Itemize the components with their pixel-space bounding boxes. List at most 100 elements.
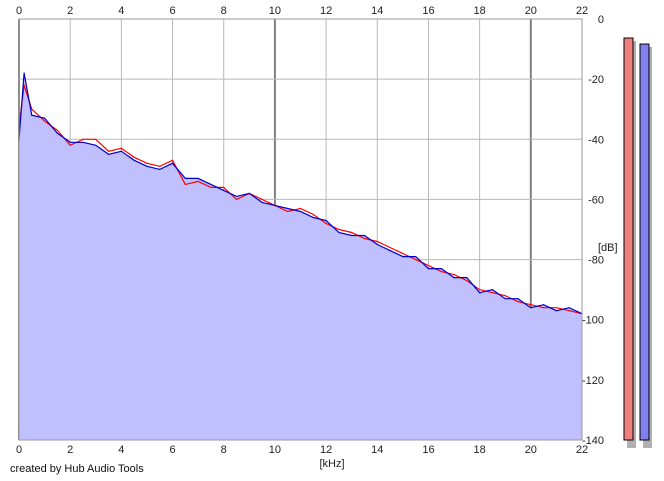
data-point: [325, 219, 327, 222]
data-point: [133, 159, 135, 161]
data-point: [56, 132, 58, 134]
x-tick-label-bottom: 8: [221, 444, 227, 456]
data-point: [31, 114, 33, 116]
data-point: [415, 258, 417, 261]
data-point: [69, 144, 71, 146]
level-meter-0: [623, 37, 634, 441]
spectrum-area-fill: [19, 73, 582, 440]
data-point: [427, 264, 430, 267]
data-point: [261, 201, 263, 204]
data-point: [415, 255, 417, 258]
level-meters: [623, 37, 652, 449]
data-point: [223, 189, 225, 192]
data-point: [543, 307, 545, 309]
data-point: [479, 289, 481, 291]
x-tick-label-top: 2: [67, 5, 73, 17]
data-point: [159, 168, 161, 170]
data-point: [389, 249, 391, 252]
data-point: [530, 307, 532, 309]
data-point: [491, 292, 494, 294]
x-tick-label-top: 22: [576, 5, 588, 17]
data-point: [530, 304, 532, 306]
y-tick-label: -60: [588, 194, 604, 206]
data-point: [184, 183, 186, 185]
x-ticks-bottom: 0 2 4 6 8 10 12 14 16 18 20 22: [16, 444, 588, 456]
x-tick-label-bottom: 10: [269, 444, 281, 456]
y-axis-label: [dB]: [598, 242, 618, 254]
data-point: [210, 186, 212, 188]
x-tick-label-top: 16: [422, 5, 434, 17]
data-point: [568, 307, 570, 309]
data-point: [69, 141, 71, 143]
x-tick-label-bottom: 18: [474, 444, 486, 456]
data-point: [543, 304, 545, 306]
data-point: [287, 210, 289, 213]
data-point: [517, 301, 519, 303]
data-point: [82, 141, 84, 143]
x-tick-label-bottom: 2: [67, 444, 73, 456]
data-point: [568, 310, 570, 312]
x-tick-label-top: 4: [118, 5, 124, 17]
data-point: [146, 165, 148, 167]
data-point: [299, 207, 302, 210]
x-tick-label-top: 14: [371, 5, 383, 17]
data-point: [427, 267, 430, 270]
data-point: [299, 210, 302, 213]
series-lines: [18, 72, 583, 315]
y-tick-label: -40: [588, 134, 604, 146]
x-tick-label-top: 8: [221, 5, 227, 17]
data-point: [466, 280, 468, 282]
data-point: [491, 289, 494, 291]
data-point: [107, 153, 110, 155]
credit-text: created by Hub Audio Tools: [10, 463, 144, 475]
data-point: [312, 213, 314, 216]
y-ticks: 0 -20 -40 -60 -80 -100 -120 -140: [582, 14, 604, 447]
data-point: [56, 129, 58, 131]
data-point: [351, 231, 353, 234]
data-point: [107, 150, 110, 152]
y-tick-label: -80: [588, 255, 604, 267]
data-point: [31, 108, 33, 110]
data-point: [466, 277, 468, 279]
data-point: [555, 307, 558, 309]
data-point: [210, 183, 212, 185]
x-tick-label-bottom: 22: [576, 444, 588, 456]
level-meter-1: [639, 43, 650, 441]
x-tick-label-top: 18: [474, 5, 486, 17]
data-point: [95, 138, 97, 140]
data-point: [440, 267, 442, 270]
x-tick-label-top: 0: [16, 5, 22, 17]
data-point: [261, 198, 263, 201]
data-point: [146, 162, 148, 164]
data-point: [133, 156, 135, 158]
data-point: [23, 72, 25, 74]
data-point: [235, 198, 238, 201]
data-point: [312, 216, 314, 219]
x-tick-label-bottom: 20: [525, 444, 537, 456]
x-tick-label-bottom: 14: [371, 444, 383, 456]
data-point: [95, 144, 97, 146]
data-point: [43, 117, 46, 119]
data-point: [338, 231, 340, 234]
data-point: [159, 165, 161, 167]
data-point: [82, 138, 84, 140]
data-point: [184, 177, 186, 179]
data-point: [453, 274, 455, 276]
x-tick-label-top: 20: [525, 5, 537, 17]
x-ticks-top: 0 2 4 6 8 10 12 14 16 18 20 22: [16, 5, 588, 17]
data-point: [287, 207, 289, 210]
data-point: [43, 120, 46, 122]
y-tick-label: -140: [582, 435, 604, 447]
data-point: [402, 252, 404, 255]
data-point: [120, 150, 122, 152]
data-point: [389, 246, 391, 249]
x-tick-label-bottom: 12: [320, 444, 332, 456]
data-point: [504, 298, 506, 300]
x-tick-label-bottom: 0: [16, 444, 22, 456]
data-point: [363, 237, 366, 240]
data-point: [504, 295, 506, 297]
data-point: [376, 240, 378, 243]
x-tick-label-top: 6: [169, 5, 175, 17]
data-point: [23, 84, 25, 86]
